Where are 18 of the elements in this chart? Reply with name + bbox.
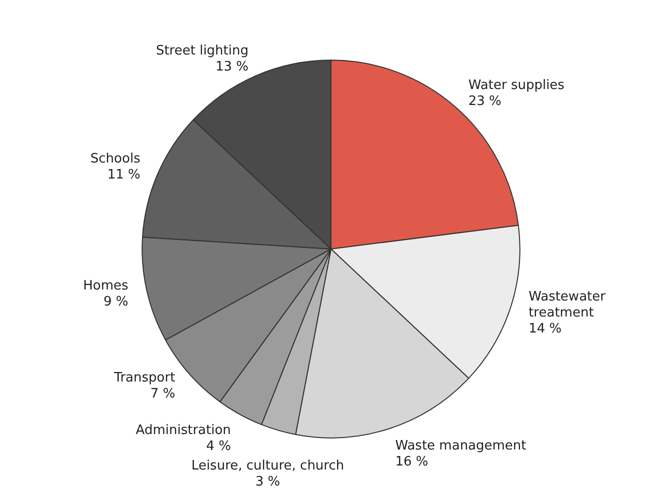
data-label: 14 % (528, 321, 562, 336)
slice-label: Waste management (395, 438, 526, 454)
data-label: 13 % (215, 59, 248, 74)
slice-label: Homes (83, 278, 128, 294)
slice-label: Street lighting (156, 43, 249, 58)
data-label: 23 % (468, 94, 502, 110)
data-label: 3 % (255, 474, 280, 490)
slice-label: Schools (90, 151, 141, 166)
data-label: 4 % (206, 438, 231, 454)
data-label: 9 % (104, 294, 128, 310)
slice-label: Transport (113, 370, 176, 386)
slice-label: Leisure, culture, church (191, 458, 344, 474)
data-label: 7 % (150, 386, 176, 402)
data-label: 16 % (395, 454, 428, 470)
slice-label: Administration (136, 422, 231, 438)
slice-label: Wastewater treatment (528, 289, 606, 320)
data-label: 11 % (107, 167, 140, 182)
slice-label: Water supplies (468, 78, 565, 94)
